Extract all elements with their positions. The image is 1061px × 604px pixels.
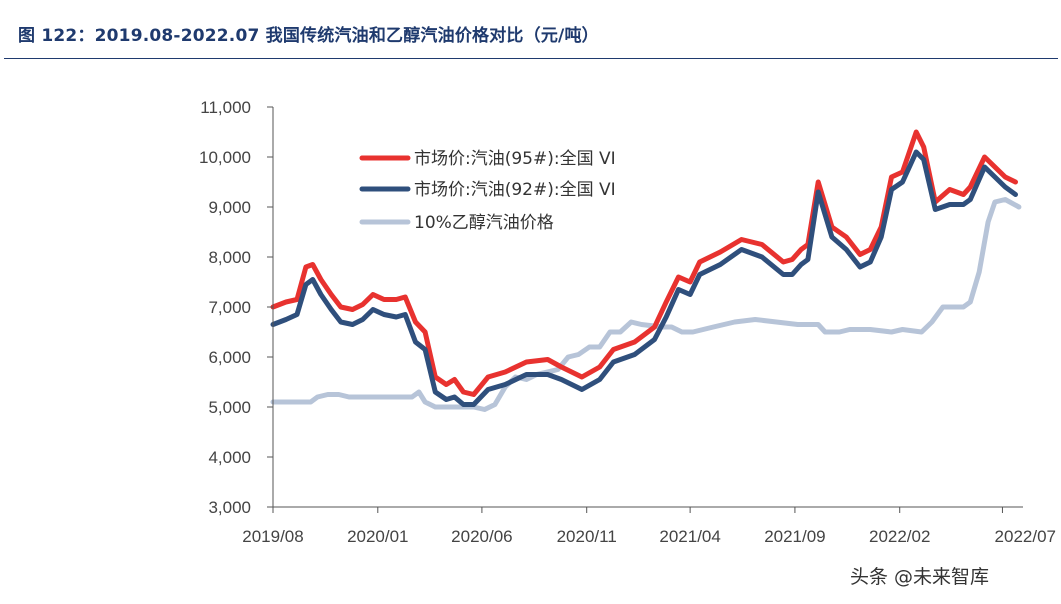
x-tick-label: 2020/06 [451,527,512,546]
watermark: 头条 @未来智库 [850,566,990,588]
x-tick-label: 2019/08 [242,527,303,546]
caption-divider [4,58,1058,59]
x-tick-label: 2022/07 [995,527,1056,546]
legend-label-0: 市场价:汽油(95#):全国 VI [414,149,616,169]
y-tick-label: 8,000 [208,248,251,267]
figure-caption: 图 122：2019.08-2022.07 我国传统汽油和乙醇汽油价格对比（元/… [18,26,599,46]
ticks-layer: 3,000 4,000 5,000 6,000 7,000 8,000 9,000 10,00… [199,98,1056,546]
y-tick-label: 7,000 [208,298,251,317]
y-tick-label: 10,000 [199,148,251,167]
legend-label-1: 市场价:汽油(92#):全国 VI [414,180,616,200]
series-line-1 [270,149,1018,407]
y-tick-label: 4,000 [208,448,251,467]
y-tick-label: 6,000 [208,348,251,367]
y-tick-label: 5,000 [208,398,251,417]
x-tick-label: 2020/01 [347,527,408,546]
legend: 市场价:汽油(95#):全国 VI 市场价:汽油(92#):全国 VI 10%乙醇汽… [359,149,616,233]
series-layer [270,129,1022,412]
x-tick-label: 2021/09 [764,527,825,546]
y-tick-label: 11,000 [200,98,251,117]
series-line-2 [270,197,1022,412]
x-tick-label: 2020/11 [557,527,617,546]
y-tick-label: 9,000 [208,198,251,217]
y-tick-label: 3,000 [208,498,251,517]
x-tick-label: 2021/04 [659,527,720,546]
x-tick-label: 2022/02 [869,527,930,546]
series-line-0 [270,129,1018,397]
legend-label-2: 10%乙醇汽油价格 [414,213,554,233]
